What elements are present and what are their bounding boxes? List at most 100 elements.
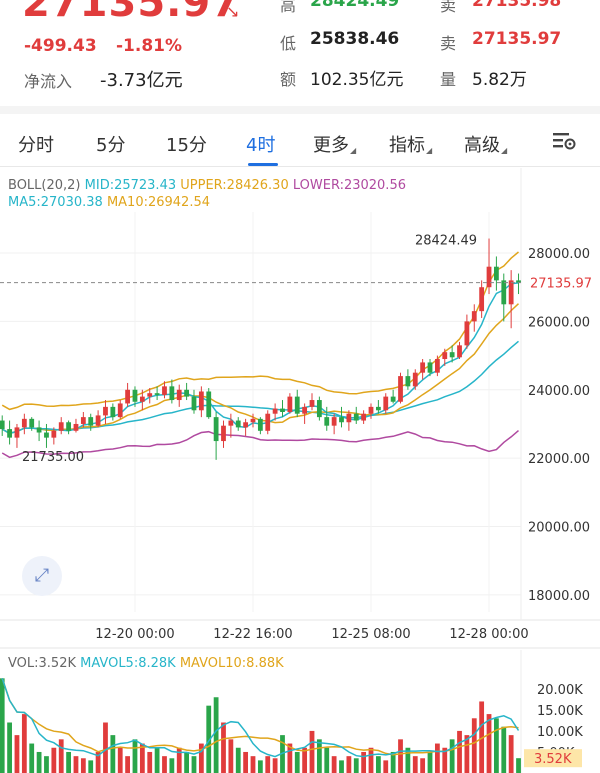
volume-bar (250, 756, 256, 773)
boll-mid-line (1, 340, 519, 435)
volume-bar (398, 739, 403, 773)
volume-bar (73, 756, 79, 773)
high-label: 高 (280, 0, 297, 15)
max-price-annotation: 28424.49 (415, 234, 477, 249)
candle-body (346, 413, 352, 423)
candle-body (14, 427, 20, 438)
expand-arrows-icon[interactable]: ⤢ (22, 556, 62, 596)
volume-bar (361, 751, 367, 773)
y-tick-label: 26000.00 (528, 315, 590, 330)
candle-body (117, 403, 123, 418)
boll-lower-line (1, 430, 519, 459)
volume-bar (80, 758, 86, 773)
candle-body (516, 280, 521, 283)
volume-bar (287, 743, 293, 773)
period-tabs: 分时 5分 15分 4时 更多◢ 指标◢ 高级◢ (0, 114, 600, 166)
tab-indicators[interactable]: 指标◢ (389, 131, 432, 157)
candle-body (353, 413, 359, 421)
y-tick-label: 24000.00 (528, 384, 590, 399)
candle-body (398, 376, 403, 402)
mavol10-line (1, 678, 519, 756)
volume-value: 5.82万 (472, 70, 527, 90)
high-value: 28424.49 (310, 0, 400, 11)
dropdown-triangle-icon: ◢ (426, 146, 433, 155)
volume-bar (339, 760, 344, 773)
candle-body (169, 386, 175, 401)
candle-body (184, 389, 190, 397)
candle-body (442, 352, 448, 360)
boll-upper-line (1, 251, 519, 411)
boll-title: BOLL(20,2) (8, 178, 81, 193)
ma-legend: MA5:27030.38 MA10:26942.54 (8, 195, 210, 210)
candle-body (287, 396, 293, 412)
volume-bar (154, 747, 160, 773)
candle-body (434, 359, 440, 373)
sell-label-1: 卖 (440, 0, 457, 15)
candle-body (375, 406, 381, 411)
volume-bar (36, 751, 42, 773)
volume-bar (169, 758, 175, 773)
last-price: 27135.97 (22, 0, 241, 26)
volume-bar (324, 747, 330, 773)
candle-body (73, 423, 79, 431)
candle-body (44, 432, 49, 438)
candle-body (51, 430, 57, 438)
candle-body (88, 417, 94, 426)
chart-settings-icon[interactable] (552, 130, 578, 152)
vol-y-tick-label: 15.00K (537, 704, 583, 719)
x-tick-label: 12-22 16:00 (213, 627, 292, 642)
candle-body (206, 391, 212, 418)
volume-bar (14, 735, 20, 773)
ma10-label: MA10:26942.54 (106, 195, 210, 210)
x-tick-label: 12-25 08:00 (331, 627, 410, 642)
amount-label: 额 (280, 70, 297, 89)
volume-bar (464, 735, 470, 773)
ma5-line (1, 282, 519, 435)
volume-legend: VOL:3.52K MAVOL5:8.28K MAVOL10:8.88K (8, 656, 284, 671)
volume-bar (29, 743, 35, 773)
candle-body (36, 427, 42, 433)
y-tick-label: 22000.00 (528, 452, 590, 467)
candle-body (154, 393, 160, 395)
vol-y-tick-label: 20.00K (537, 683, 583, 698)
low-label: 低 (280, 34, 297, 53)
x-tick-label: 12-20 00:00 (95, 627, 174, 642)
tab-more[interactable]: 更多◢ (313, 131, 356, 157)
candle-body (228, 420, 234, 426)
volume-label: 量 (440, 70, 457, 89)
candle-body (272, 408, 278, 414)
volume-bar (66, 751, 71, 773)
mavol5-label: MAVOL5:8.28K (80, 656, 176, 671)
volume-bar (405, 747, 411, 773)
volume-bar (147, 751, 153, 773)
volume-bar (272, 758, 278, 773)
candle-body (494, 266, 499, 281)
tab-15min[interactable]: 15分 (166, 135, 207, 156)
tab-5min[interactable]: 5分 (96, 135, 126, 156)
volume-bar (0, 678, 5, 773)
vol-title: VOL:3.52K (8, 656, 76, 671)
volume-bar (434, 743, 440, 773)
volume-bar (257, 760, 263, 773)
candle-body (361, 413, 367, 421)
tab-4hour[interactable]: 4时 (246, 135, 276, 156)
volume-bar (191, 756, 197, 773)
candle-body (110, 406, 116, 418)
tab-advanced[interactable]: 高级◢ (464, 131, 507, 157)
volume-bar (125, 756, 130, 773)
candle-body (309, 400, 315, 407)
ma5-label: MA5:27030.38 (8, 195, 103, 210)
candle-body (486, 266, 492, 288)
y-tick-label: 20000.00 (528, 521, 590, 536)
volume-bar (95, 751, 101, 773)
volume-bar (479, 701, 485, 773)
sell-label-2: 卖 (440, 34, 457, 53)
volume-bar (103, 722, 108, 773)
tab-timeshare[interactable]: 分时 (18, 135, 54, 156)
volume-bar (184, 751, 190, 773)
volume-bar (132, 739, 138, 773)
candle-body (420, 362, 426, 373)
volume-bar (383, 760, 389, 773)
volume-bar (117, 747, 123, 773)
